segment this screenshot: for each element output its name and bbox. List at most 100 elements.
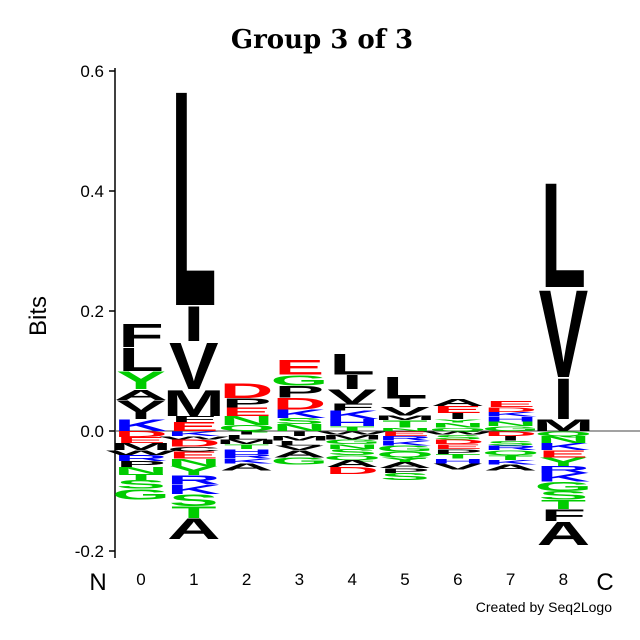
residue-n: N — [220, 414, 274, 428]
residue-a: A — [167, 513, 221, 546]
residue-l: L — [224, 433, 269, 440]
credit-text: Created by Seq2Logo — [476, 599, 612, 615]
residue-n: N — [167, 457, 221, 468]
residue-i: I — [395, 397, 416, 410]
residue-w: W — [423, 430, 494, 436]
residue-w: W — [159, 435, 230, 441]
residue-l: L — [330, 348, 375, 381]
residue-m: M — [163, 383, 225, 424]
residue-p: P — [222, 396, 272, 411]
residue-k: K — [114, 416, 168, 435]
residue-a: A — [378, 461, 432, 470]
x-tick-label: 5 — [400, 570, 409, 589]
residue-s: S — [539, 489, 589, 502]
residue-f: F — [541, 506, 586, 525]
residue-d: D — [484, 430, 538, 437]
residue-l: L — [171, 26, 216, 371]
residue-r: R — [484, 444, 538, 451]
residue-r: R — [378, 435, 432, 442]
residue-g: G — [535, 479, 593, 494]
residue-h: H — [220, 448, 274, 455]
residue-y: Y — [539, 455, 589, 468]
n-terminus-label: N — [89, 569, 106, 596]
residue-d: D — [167, 438, 221, 449]
residue-f: F — [171, 415, 216, 424]
residue-q: Q — [429, 427, 487, 433]
residue-y: Y — [116, 366, 166, 394]
residue-i: I — [553, 367, 574, 432]
residue-t: T — [541, 497, 587, 512]
x-tick-label: 8 — [559, 570, 568, 589]
residue-i: I — [447, 412, 468, 421]
residue-e: E — [169, 450, 219, 461]
residue-s: S — [327, 448, 377, 457]
residue-k: K — [537, 441, 591, 452]
residue-i: I — [289, 430, 310, 437]
residue-m: M — [268, 435, 330, 442]
x-axis-ticks: 0 1 2 3 4 5 6 7 8 — [136, 570, 568, 589]
residue-i: I — [500, 435, 521, 442]
residue-v: V — [275, 444, 325, 451]
residue-h: H — [431, 457, 485, 464]
residue-i: I — [236, 430, 257, 436]
x-tick-label: 3 — [295, 570, 304, 589]
residue-f: F — [118, 317, 163, 354]
logo-stacks: KIVAYLFDEMWRPNTSGEFMVILKWDCENYRKSTAQNEPD… — [106, 26, 594, 553]
residue-v: V — [327, 385, 377, 407]
residue-m: M — [110, 441, 172, 452]
y-tick-label: 0.6 — [80, 62, 104, 81]
residue-a: A — [325, 458, 379, 469]
y-tick-label: 0.0 — [80, 422, 104, 441]
residue-m: M — [374, 414, 436, 421]
residue-v: V — [380, 405, 430, 418]
residue-a: A — [484, 463, 538, 472]
residue-g: G — [271, 456, 329, 467]
x-tick-label: 6 — [453, 570, 462, 589]
residue-i: I — [342, 371, 363, 393]
residue-k: K — [220, 457, 274, 464]
residue-r: R — [537, 464, 591, 475]
residue-v: V — [433, 462, 483, 471]
residue-t: T — [382, 419, 427, 430]
residue-t: T — [488, 454, 533, 461]
residue-i: I — [131, 410, 152, 421]
residue-n: N — [537, 434, 591, 445]
y-axis-label: Bits — [25, 296, 52, 336]
residue-m: M — [532, 416, 594, 435]
residue-i: I — [183, 297, 204, 352]
residue-t: T — [330, 425, 375, 432]
residue-e: E — [169, 420, 219, 434]
residue-c: C — [167, 445, 221, 452]
residue-e: E — [275, 356, 325, 379]
residue-y: Y — [433, 418, 483, 424]
residue-a: A — [537, 515, 591, 552]
residue-n: N — [325, 443, 379, 450]
residue-l: L — [382, 370, 427, 405]
y-axis-ticks: -0.2 0.0 0.2 0.4 0.6 — [75, 62, 115, 561]
residue-y: Y — [169, 464, 219, 478]
residue-e: E — [433, 443, 483, 450]
residue-n: N — [273, 422, 327, 433]
residue-p: P — [380, 467, 430, 474]
x-tick-label: 0 — [136, 570, 145, 589]
residue-r: R — [114, 454, 168, 463]
residue-l: L — [118, 341, 163, 378]
y-tick-label: 0.2 — [80, 302, 104, 321]
residue-q: Q — [482, 449, 540, 456]
residue-w: W — [106, 449, 176, 456]
residue-k: K — [484, 459, 538, 466]
x-tick-label: 2 — [242, 570, 251, 589]
chart-title: Group 3 of 3 — [231, 25, 413, 55]
residue-p: P — [275, 383, 325, 402]
residue-e: E — [116, 436, 166, 445]
residue-s: S — [169, 491, 219, 510]
residue-h: H — [325, 417, 379, 428]
x-tick-label: 7 — [506, 570, 515, 589]
residue-y: Y — [380, 456, 430, 463]
y-tick-label: 0.4 — [80, 182, 104, 201]
residue-q: Q — [218, 424, 276, 433]
residue-e: E — [433, 404, 483, 415]
residue-n: N — [378, 427, 432, 433]
residue-a: A — [431, 397, 485, 408]
